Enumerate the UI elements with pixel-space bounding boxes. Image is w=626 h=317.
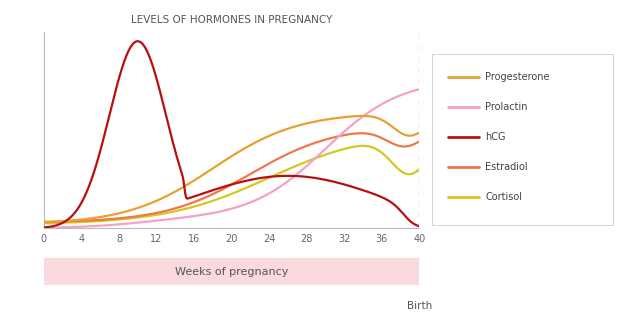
Title: LEVELS OF HORMONES IN PREGNANCY: LEVELS OF HORMONES IN PREGNANCY [131,15,332,25]
Text: Weeks of pregnancy: Weeks of pregnancy [175,267,289,277]
Text: hCG: hCG [485,132,506,142]
Text: Estradiol: Estradiol [485,162,528,172]
Text: Birth: Birth [407,301,432,311]
Text: Cortisol: Cortisol [485,192,522,202]
Text: Progesterone: Progesterone [485,72,550,82]
Text: Prolactin: Prolactin [485,102,528,112]
